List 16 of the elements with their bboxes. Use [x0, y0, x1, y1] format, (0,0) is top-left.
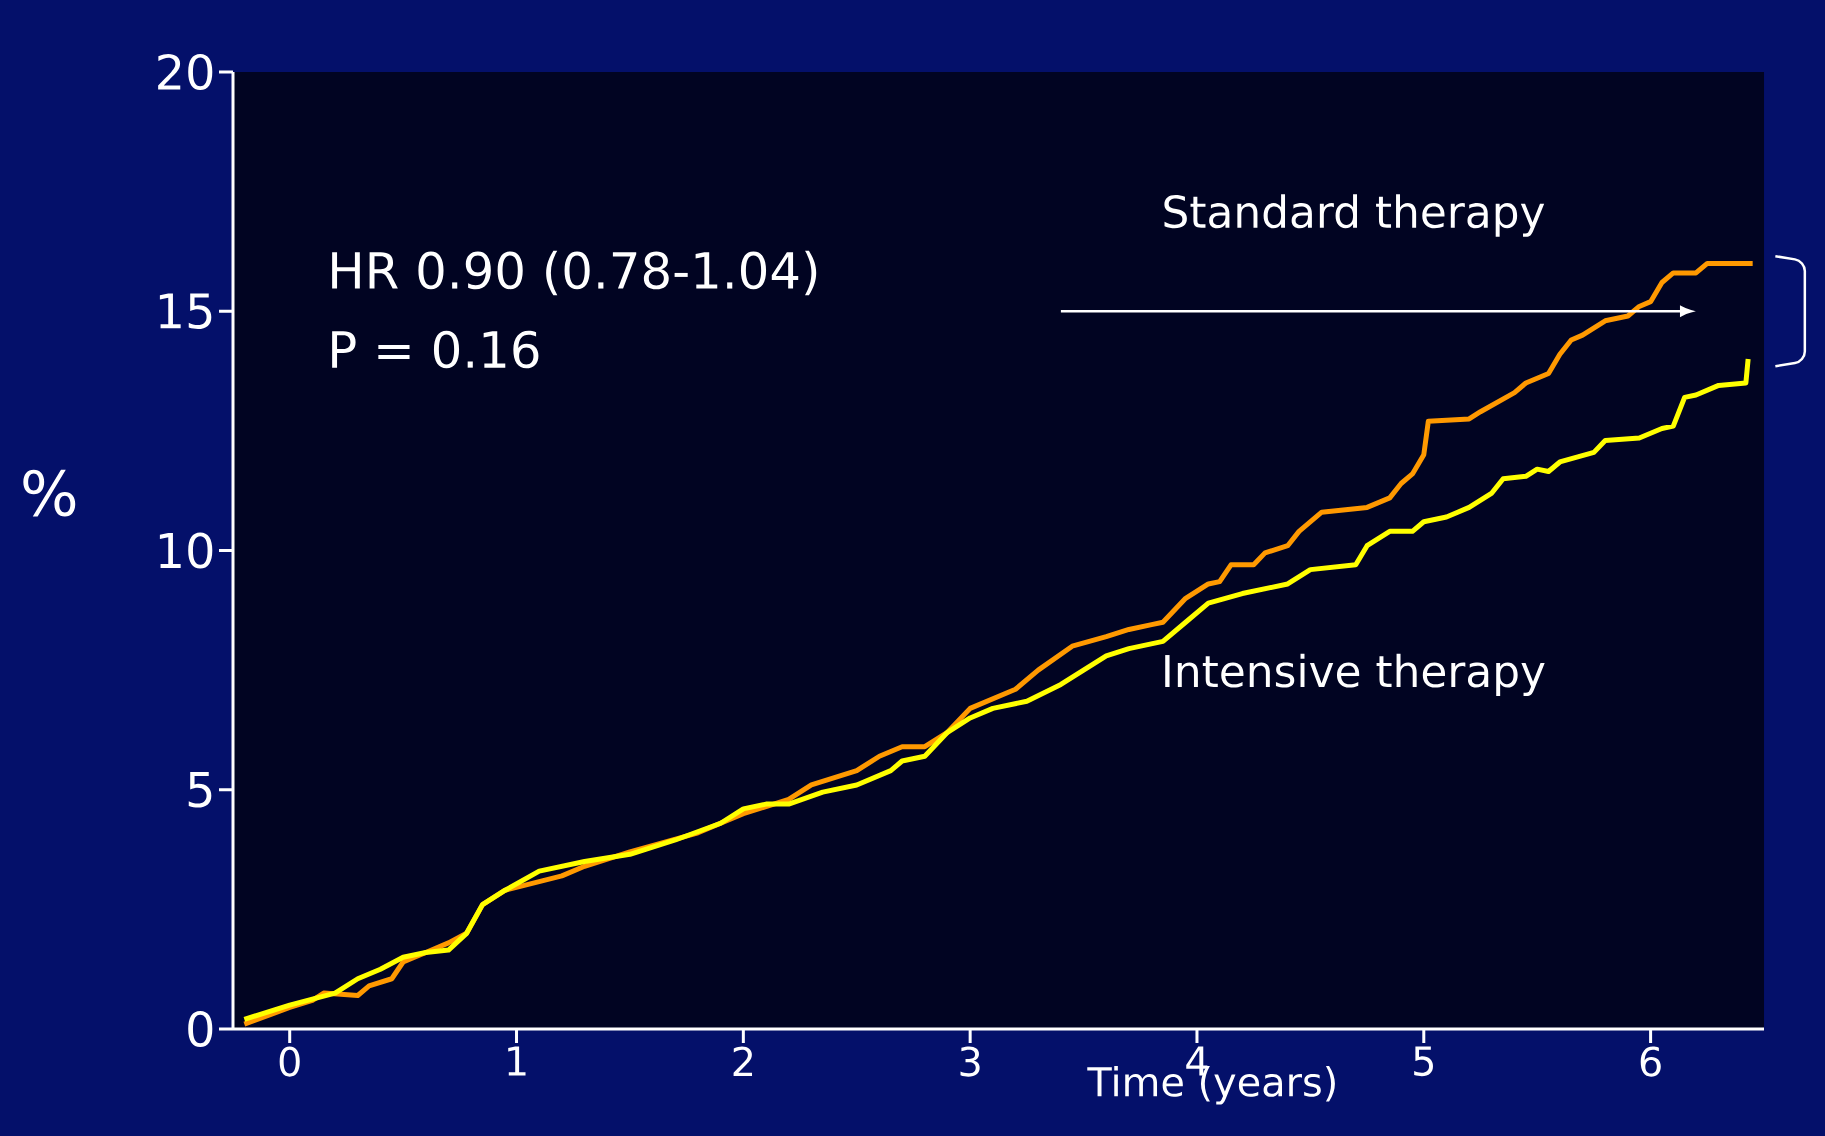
y-tick-label: 10: [159, 532, 213, 569]
annotation: P = 0.16: [332, 330, 539, 369]
y-tick-label: 15: [159, 293, 212, 329]
x-tick-label: 2: [733, 1046, 753, 1077]
annotation: HR 0.90 (0.78-1.04): [332, 250, 817, 296]
y-axis-title: %: [23, 469, 76, 517]
y-tick-label: 5: [188, 771, 212, 808]
x-tick-label: 6: [1640, 1046, 1661, 1077]
x-tick-label: 5: [1414, 1046, 1433, 1077]
y-tick-label: 0: [188, 1010, 213, 1048]
x-tick-label: 0: [279, 1046, 300, 1077]
x-tick-label: 1: [508, 1046, 526, 1076]
x-tick-label: 3: [960, 1046, 980, 1077]
series-label: Intensive therapy: [1165, 653, 1545, 697]
text: Standard therapy: [1164, 194, 1545, 237]
y-tick-label: 20: [158, 53, 213, 91]
